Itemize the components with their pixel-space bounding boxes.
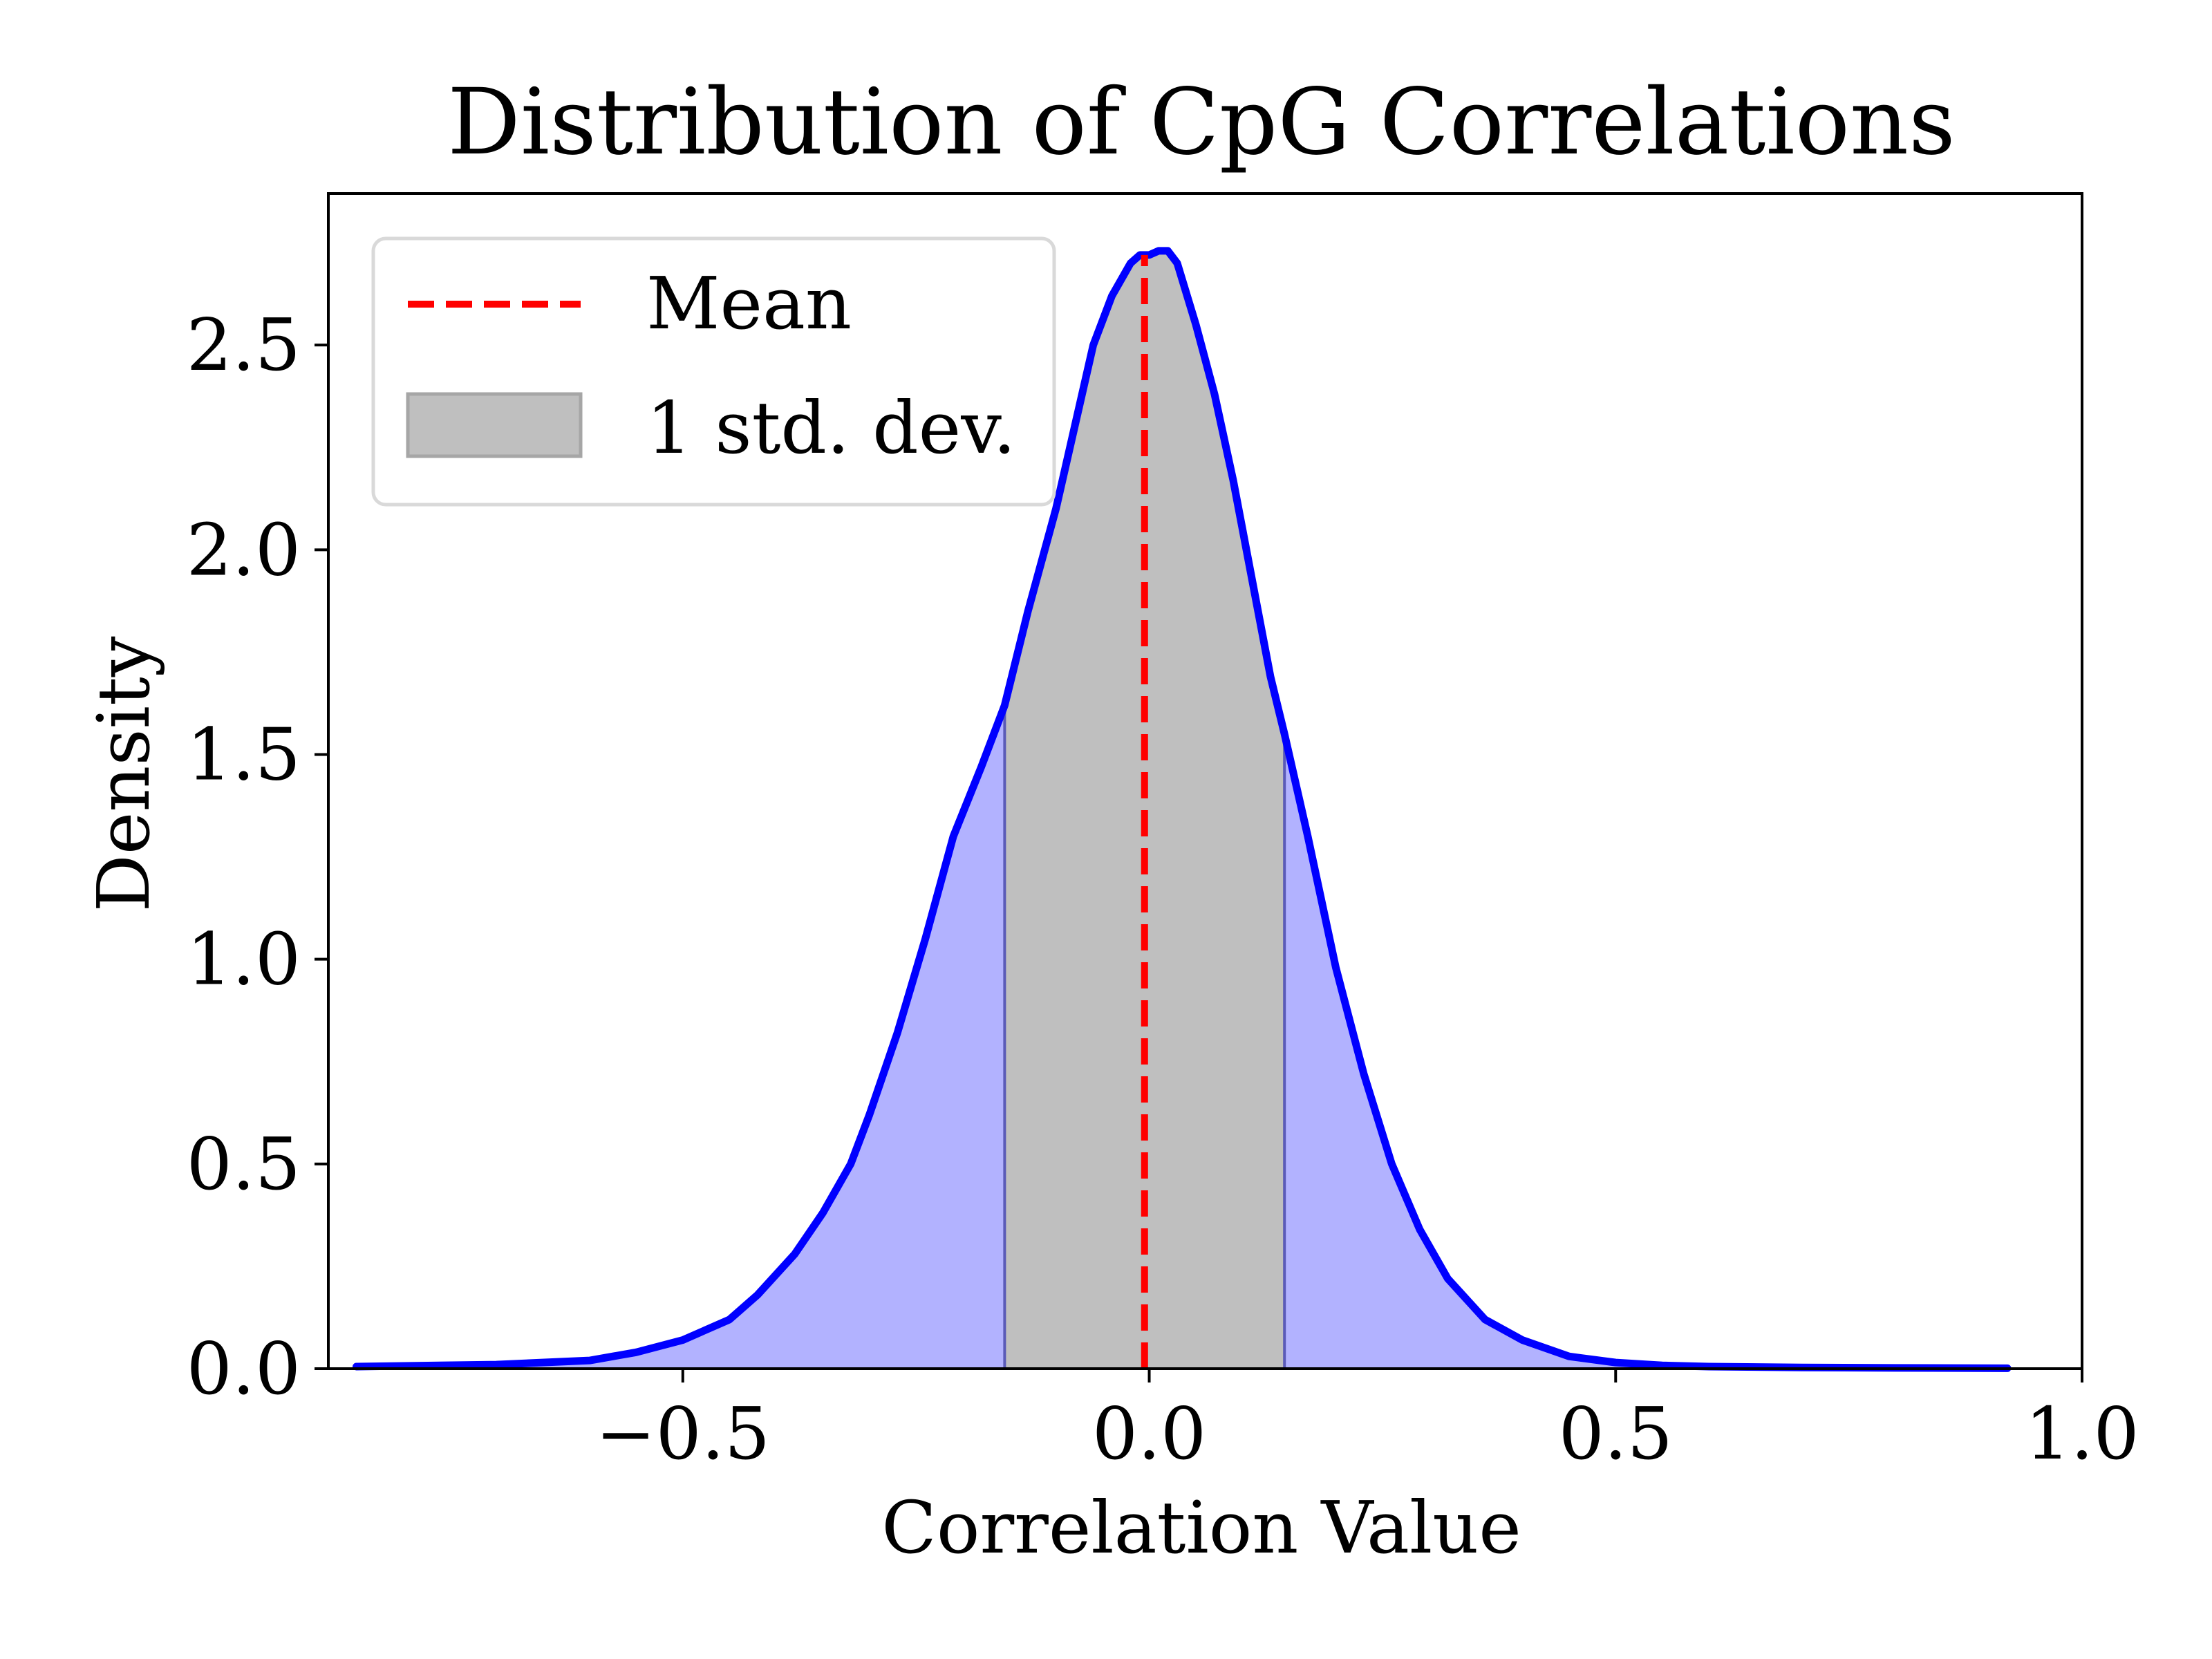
x-tick-label: 0.5 [1559,1391,1673,1476]
chart-title: Distribution of CpG Correlations [447,69,1956,176]
x-tick-label: −0.5 [596,1391,771,1476]
y-tick-label: 0.5 [187,1122,301,1206]
x-tick-label: 1.0 [2025,1391,2139,1476]
axes-frame [327,192,2083,1370]
std-dev-band [1004,250,1285,1369]
y-tick-label: 0.0 [187,1327,301,1411]
legend-std-label: 1 std. dev. [646,386,1016,470]
x-axis-label: Correlation Value [881,1485,1521,1570]
density-line [352,247,2012,1372]
x-tick-label: 0.0 [1092,1391,1206,1476]
y-tick-label: 2.5 [187,303,301,387]
legend-mean-label: Mean [646,261,852,346]
y-tick-label: 2.0 [187,507,301,592]
legend-std-swatch [406,392,583,458]
y-axis-label: Density [82,636,166,912]
y-tick-label: 1.0 [187,917,301,1002]
plot-area: −0.5 0.0 0.5 1.0 0.0 0.5 1.0 1.5 2.0 2.5 Mean 1 std… [187,192,2139,1476]
y-tick-label: 1.5 [187,712,301,796]
legend: Mean 1 std. dev. [371,236,1056,507]
